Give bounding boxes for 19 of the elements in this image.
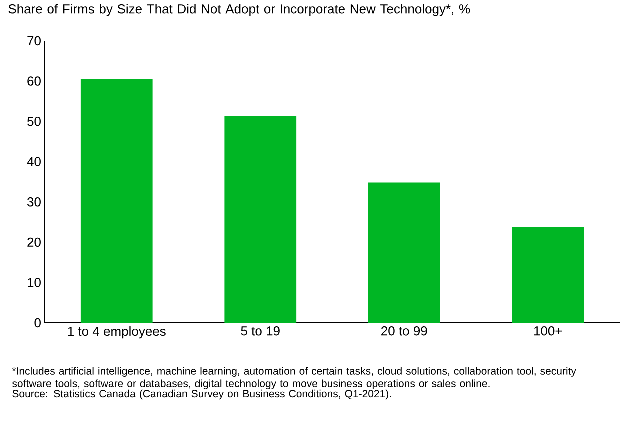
x-tick-label: 20 to 99 [382, 326, 428, 336]
y-tick-label: 40 [27, 157, 41, 166]
bar [224, 116, 297, 323]
chart-title: Share of Firms by Size That Did Not Adopt or Incorporate New Technology*, % [8, 4, 470, 16]
y-tick-label: 20 [28, 238, 41, 248]
text: *Includes artificial intelligence, machine learning, automation of certain tasks, cloud solutions, collaboration tool, security software tools, software or databases, digital technology to move business operations or sales online. [12, 367, 576, 390]
y-tick-label: 30 [28, 198, 41, 207]
x-tick-label: 5 to 19 [241, 326, 280, 336]
bar [512, 227, 584, 323]
y-tick-label: 0 [34, 318, 41, 328]
source-note: Source: Statistics Canada (Canadian Survey on Business Conditions, Q1-2021). [12, 390, 392, 400]
bar [368, 182, 440, 323]
y-tick-label: 70 [28, 36, 41, 46]
x-tick-label: 1 to 4 employees [68, 326, 166, 339]
y-tick-label: 60 [28, 76, 41, 86]
y-tick-label: 10 [28, 278, 41, 288]
x-tick-label: 100+ [534, 326, 562, 336]
y-tick-label: 50 [28, 116, 41, 126]
bar [80, 79, 153, 323]
